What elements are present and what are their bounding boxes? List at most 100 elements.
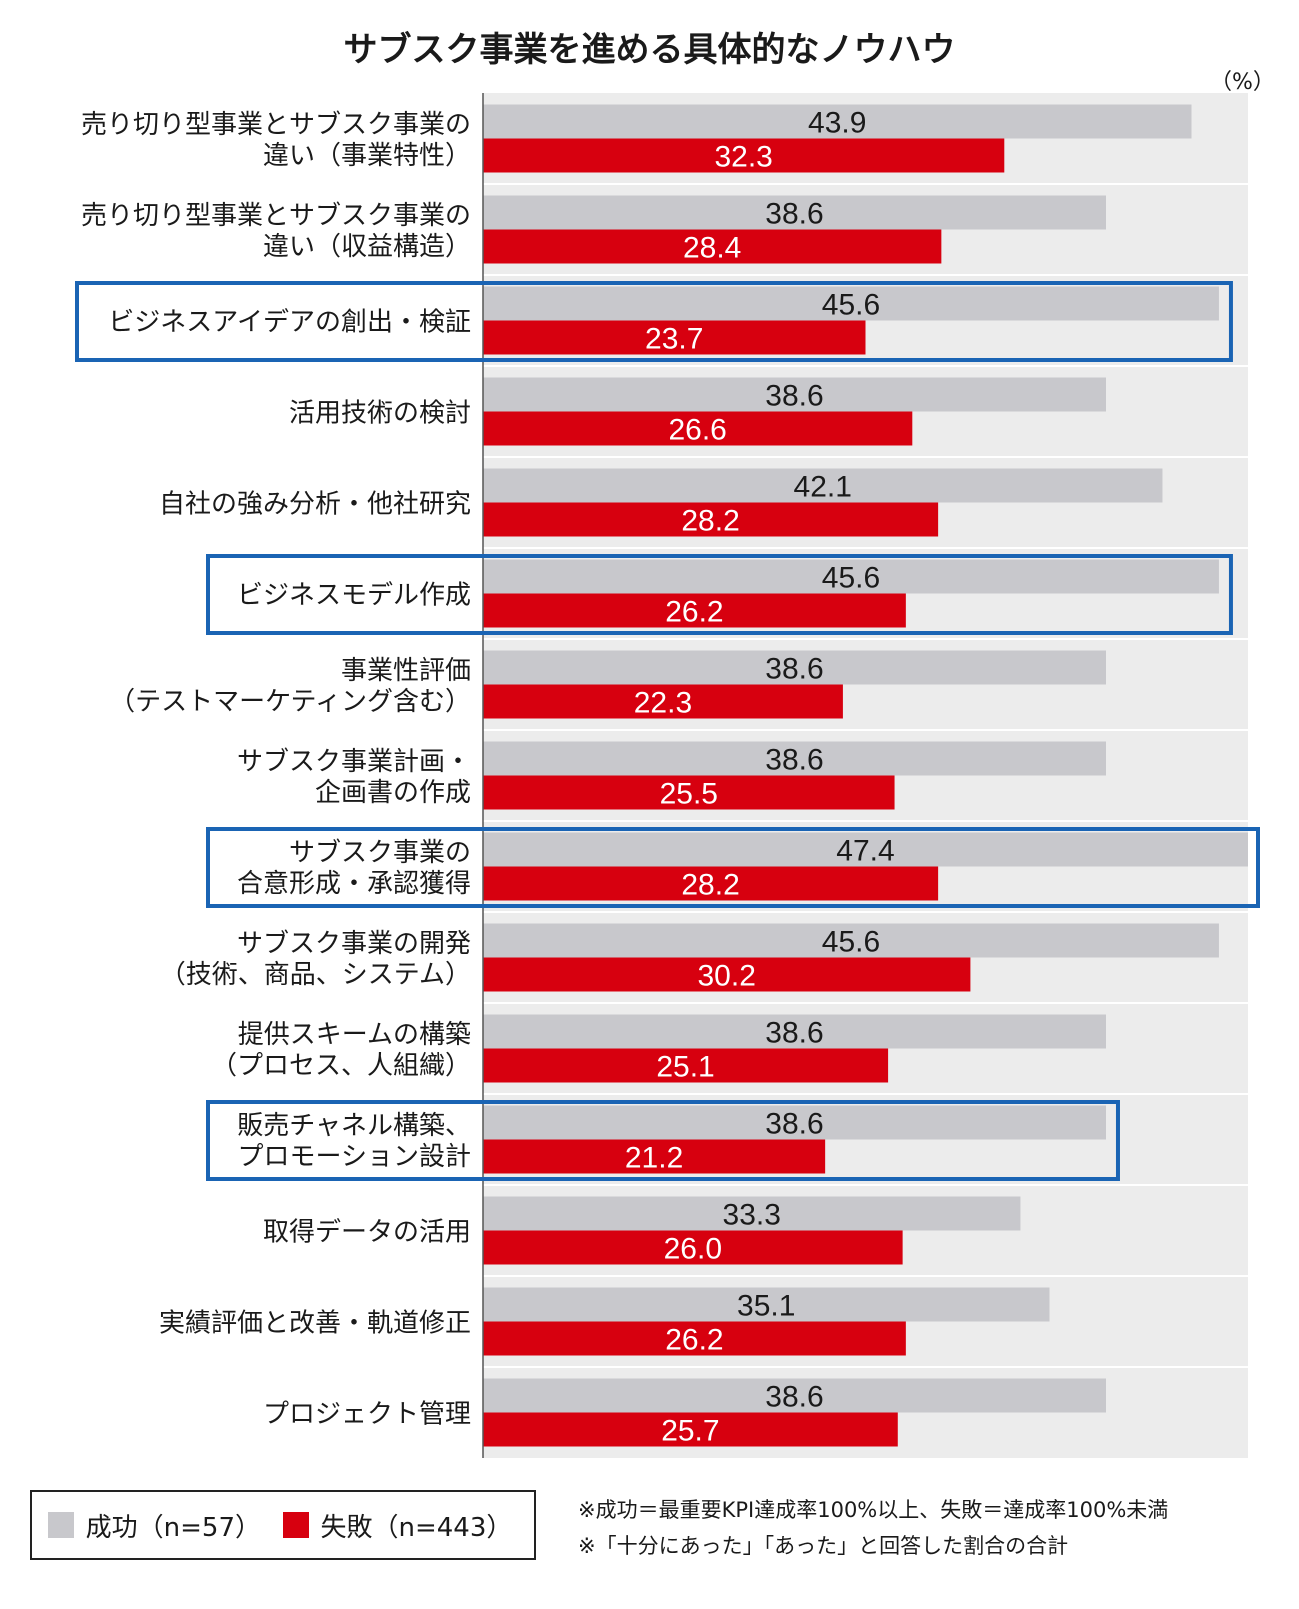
data-label-failure: 22.3 xyxy=(634,687,692,720)
data-label-failure: 25.5 xyxy=(660,778,718,811)
category-label: 違い（収益構造） xyxy=(263,232,471,262)
bar-failure xyxy=(483,1412,898,1447)
footnote: ※「十分にあった」「あった」と回答した割合の合計 xyxy=(578,1534,1069,1558)
legend-swatch-failure xyxy=(282,1512,309,1538)
category-label: 違い（事業特性） xyxy=(263,141,471,171)
bar-success xyxy=(483,741,1106,776)
data-label-failure: 23.7 xyxy=(645,323,703,356)
bar-failure xyxy=(483,138,1005,173)
bar-failure xyxy=(483,593,906,628)
category-label: サブスク事業の xyxy=(289,838,471,868)
category-label: （プロセス、人組織） xyxy=(211,1051,471,1081)
data-label-success: 38.6 xyxy=(765,198,823,231)
category-label: 売り切り型事業とサブスク事業の xyxy=(81,201,471,231)
unit-label: （%） xyxy=(1210,70,1275,95)
data-label-failure: 26.0 xyxy=(664,1233,722,1266)
highlight-box xyxy=(75,281,1233,362)
bar-failure xyxy=(483,229,942,264)
category-label: プロジェクト管理 xyxy=(263,1400,471,1430)
data-label-success: 38.6 xyxy=(765,653,823,686)
bar-failure xyxy=(483,866,939,901)
category-label: 提供スキームの構築 xyxy=(238,1020,471,1050)
category-label: サブスク事業の開発 xyxy=(237,929,471,959)
category-label: ビジネスモデル作成 xyxy=(237,581,471,611)
bar-failure xyxy=(483,957,971,992)
bar-failure xyxy=(483,411,913,446)
category-label: 活用技術の検討 xyxy=(289,399,471,429)
category-label: サブスク事業計画・ xyxy=(237,747,471,777)
bar-success xyxy=(483,104,1192,139)
category-label: 販売チャネル構築、 xyxy=(237,1111,471,1141)
category-label: 企画書の作成 xyxy=(315,778,471,808)
legend-swatch-success xyxy=(48,1512,74,1538)
data-label-failure: 32.3 xyxy=(714,141,772,174)
data-label-failure: 26.6 xyxy=(668,414,726,447)
bar-success xyxy=(483,832,1248,867)
bar-failure xyxy=(483,1139,826,1174)
legend-label-success: 成功（n=57） xyxy=(85,1512,262,1543)
bar-success xyxy=(483,1196,1021,1231)
bar-failure xyxy=(483,1230,903,1265)
bar-success xyxy=(483,1378,1106,1413)
data-label-success: 45.6 xyxy=(822,289,880,322)
legend-item-success: 成功（n=57） xyxy=(48,1507,262,1544)
data-label-success: 43.9 xyxy=(808,107,866,140)
data-label-success: 38.6 xyxy=(765,1381,823,1414)
category-label: 事業性評価 xyxy=(341,656,471,686)
category-label: （テストマーケティング含む） xyxy=(109,687,471,717)
bar-chart: 43.932.3売り切り型事業とサブスク事業の違い（事業特性）38.628.4売… xyxy=(75,93,1260,1458)
legend-item-failure: 失敗（n=443） xyxy=(282,1507,513,1544)
bar-success xyxy=(483,195,1106,230)
data-label-success: 35.1 xyxy=(737,1290,795,1323)
highlight-box xyxy=(206,554,1233,635)
bar-success xyxy=(483,286,1219,321)
category-label: ビジネスアイデアの創出・検証 xyxy=(108,308,471,338)
bar-success xyxy=(483,559,1219,594)
bar-success xyxy=(483,1105,1106,1140)
legend-label-failure: 失敗（n=443） xyxy=(320,1512,513,1543)
highlight-box xyxy=(206,827,1260,908)
data-label-success: 38.6 xyxy=(765,380,823,413)
data-label-failure: 26.2 xyxy=(665,596,723,629)
footnotes: ※成功＝最重要KPI達成率100%以上、失敗＝達成率100%未満 ※「十分にあっ… xyxy=(578,1492,1168,1564)
legend: 成功（n=57） 失敗（n=443） xyxy=(30,1490,536,1560)
highlight-box xyxy=(206,1100,1120,1181)
data-label-failure: 28.4 xyxy=(683,232,741,265)
category-label: 取得データの活用 xyxy=(263,1218,471,1248)
data-label-success: 33.3 xyxy=(723,1199,781,1232)
bar-success xyxy=(483,468,1163,503)
data-label-failure: 25.7 xyxy=(661,1415,719,1448)
data-label-failure: 28.2 xyxy=(681,869,739,902)
footnote: ※成功＝最重要KPI達成率100%以上、失敗＝達成率100%未満 xyxy=(578,1498,1169,1522)
data-label-success: 38.6 xyxy=(765,744,823,777)
bar-success xyxy=(483,650,1106,685)
data-label-failure: 25.1 xyxy=(656,1051,714,1084)
bar-success xyxy=(483,923,1219,958)
chart-title: サブスク事業を進める具体的なノウハウ xyxy=(343,30,956,70)
data-label-failure: 26.2 xyxy=(665,1324,723,1357)
data-label-failure: 28.2 xyxy=(681,505,739,538)
bar-failure xyxy=(483,1321,906,1356)
category-label: （技術、商品、システム） xyxy=(160,960,471,990)
category-label: プロモーション設計 xyxy=(238,1142,471,1172)
data-label-success: 45.6 xyxy=(822,926,880,959)
bar-failure xyxy=(483,502,939,537)
bar-success xyxy=(483,1014,1106,1049)
bar-success xyxy=(483,377,1106,412)
data-label-failure: 21.2 xyxy=(625,1142,683,1175)
bar-failure xyxy=(483,1048,889,1083)
data-label-success: 38.6 xyxy=(765,1108,823,1141)
data-label-success: 38.6 xyxy=(765,1017,823,1050)
bar-failure xyxy=(483,775,895,810)
bar-failure xyxy=(483,320,866,355)
category-label: 合意形成・承認獲得 xyxy=(237,869,471,899)
category-label: 自社の強み分析・他社研究 xyxy=(159,490,471,520)
bar-failure xyxy=(483,684,843,719)
category-label: 実績評価と改善・軌道修正 xyxy=(159,1309,471,1339)
data-label-success: 47.4 xyxy=(836,835,894,868)
category-label: 売り切り型事業とサブスク事業の xyxy=(81,110,471,140)
data-label-success: 45.6 xyxy=(822,562,880,595)
data-label-success: 42.1 xyxy=(794,471,852,504)
bar-success xyxy=(483,1287,1050,1322)
data-label-failure: 30.2 xyxy=(698,960,756,993)
